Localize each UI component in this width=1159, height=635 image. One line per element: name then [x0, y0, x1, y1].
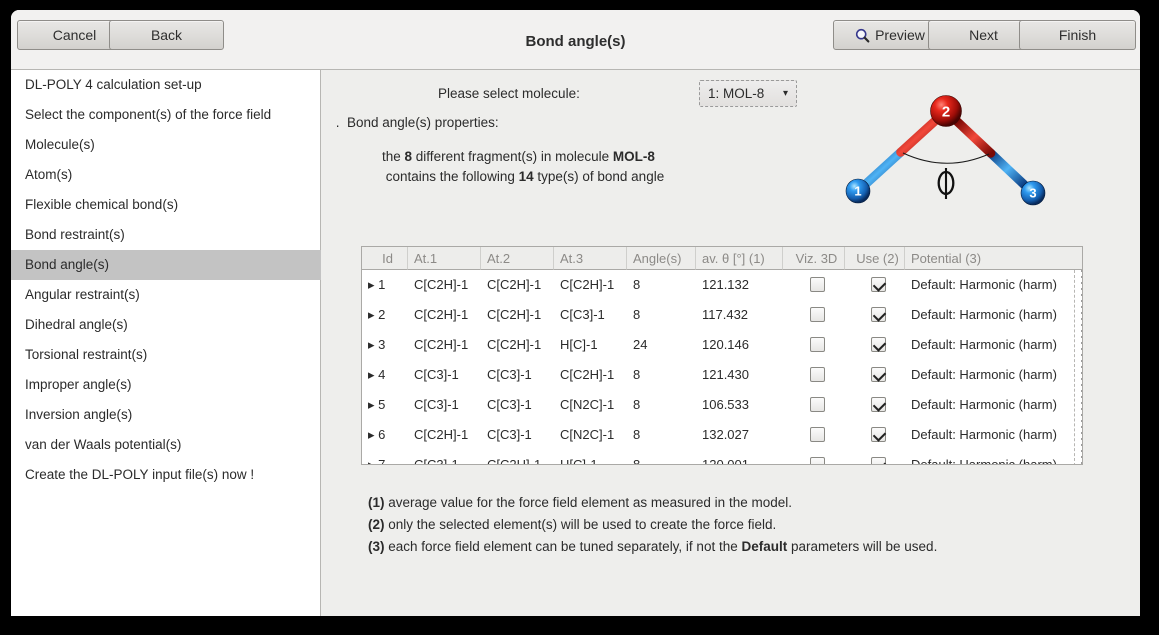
svg-text:1: 1: [854, 184, 861, 199]
svg-text:2: 2: [942, 104, 950, 121]
svg-text:3: 3: [1029, 186, 1036, 201]
